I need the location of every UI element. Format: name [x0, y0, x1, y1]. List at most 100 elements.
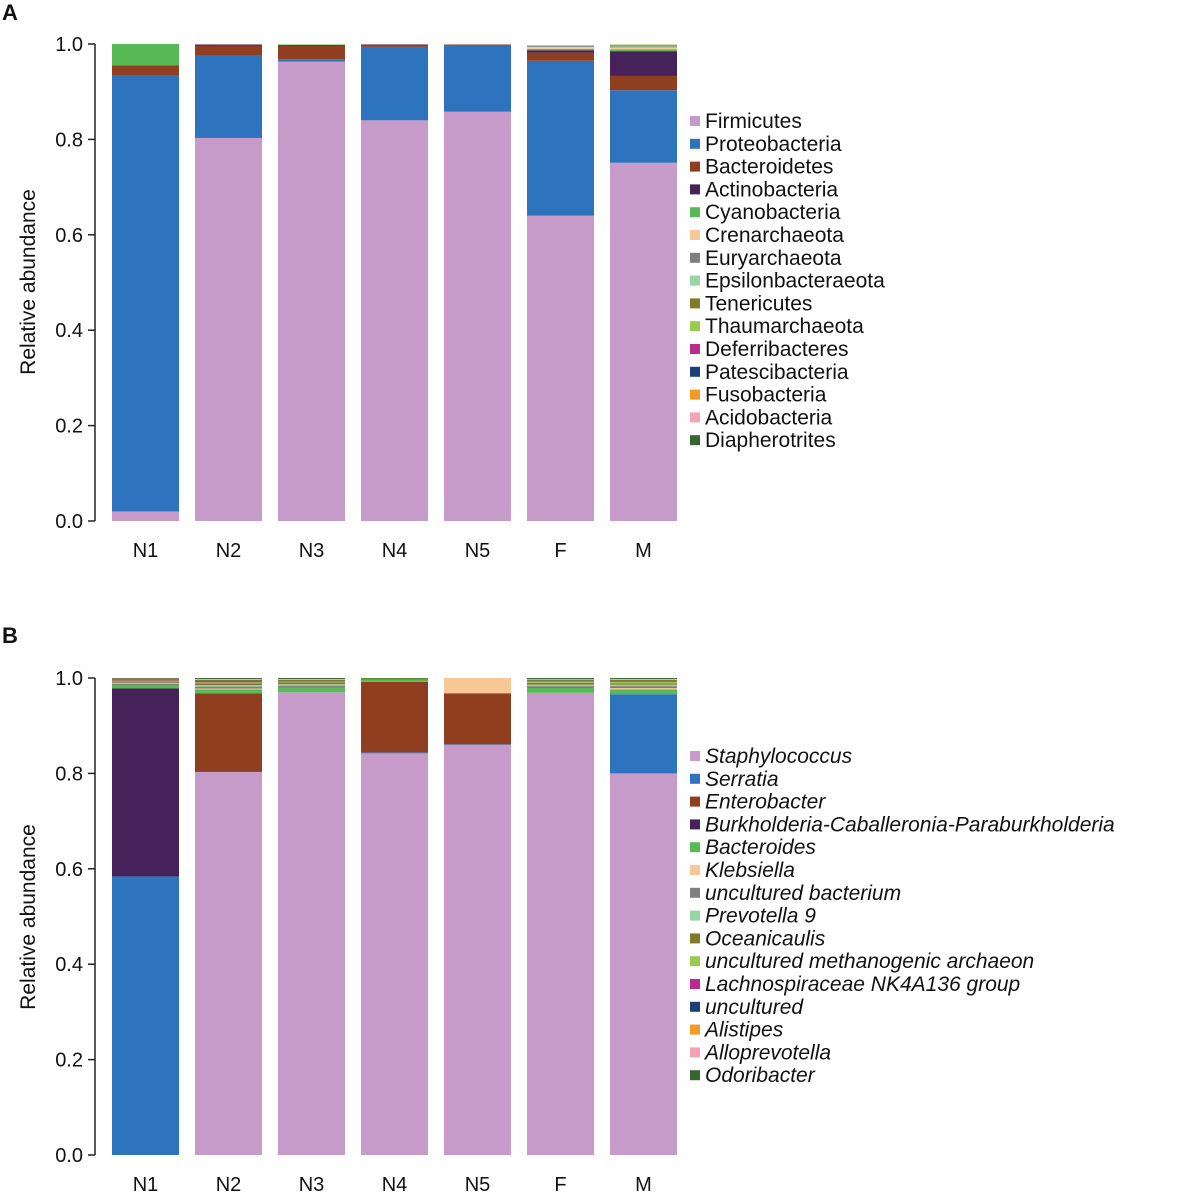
panel-b-segment-n1-alistipes [112, 678, 179, 680]
panel-a-x-tick-label: N1 [133, 540, 159, 562]
panel-a-segment-n3-cyanobacteria [278, 44, 345, 46]
panel-a-legend-swatch-diapherotrites [690, 435, 700, 446]
panel-b-segment-n2-uncultured-methanogenic-archaeon [195, 682, 262, 684]
panel-b-segment-n3-odoribacter [278, 678, 345, 679]
panel-b-segment-n1-alloprevotella [112, 678, 179, 680]
panel-a-segment-f-crenarchaeota [527, 46, 594, 49]
panel-b-segment-n2-alistipes [195, 679, 262, 681]
panel-a-legend-label: Bacteroidetes [705, 156, 833, 179]
panel-b-legend-swatch-alistipes [690, 1024, 700, 1035]
panel-b-segment-f-uncultured-methanogenic-archaeon [527, 681, 594, 683]
panel-a-legend-label: Diapherotrites [705, 429, 836, 452]
panel-b-y-tick-label: 0.2 [55, 1050, 83, 1072]
panel-a-segment-f-actinobacteria [527, 50, 594, 53]
panel-b-legend-label: Oceanicaulis [705, 927, 826, 950]
panel-a-legend-swatch-thaumarchaeota [690, 321, 700, 332]
panel-b-x-tick-label: N3 [299, 1174, 325, 1193]
panel-b-legend-swatch-odoribacter [690, 1070, 700, 1081]
panel-b-segment-m-uncultured-methanogenic-archaeon [610, 681, 677, 684]
panel-b-y-tick-label: 1.0 [55, 668, 83, 690]
panel-b-y-tick-label: 0.4 [55, 954, 83, 976]
panel-a-segment-m-thaumarchaeota [610, 44, 677, 46]
panel-a-bar-m [610, 44, 677, 521]
panel-b-segment-m-uncultured-bacterium [610, 686, 677, 689]
panel-b-segment-n4-odoribacter [361, 678, 428, 679]
panel-a-letter: A [2, 0, 18, 25]
panel-a-legend-label: Euryarchaeota [705, 247, 842, 270]
panel-b-legend-label: Bacteroides [705, 836, 816, 859]
panel-b-legend-label: Alistipes [703, 1019, 784, 1042]
panel-b-x-tick-label: M [635, 1174, 652, 1193]
panel-a-segment-m-epsilonbacteraeota [610, 45, 677, 47]
panel-a-legend-label: Fusobacteria [705, 384, 827, 407]
panel-b-segment-m-alloprevotella [610, 678, 677, 680]
panel-a-legend-swatch-bacteroidetes [690, 161, 700, 172]
panel-a-y-tick-label: 1.0 [55, 34, 83, 56]
panel-a-legend-label: Firmicutes [705, 110, 802, 133]
panel-b-legend-label: Serratia [705, 768, 779, 791]
panel-b-segment-m-staphylococcus [610, 773, 677, 1155]
panel-b-segment-n1-uncultured-bacterium [112, 683, 179, 686]
panel-a-legend-swatch-proteobacteria [690, 138, 700, 149]
panel-a-x-tick-label: N4 [382, 540, 408, 562]
panel-a-bar-f [527, 44, 594, 521]
panel-b-bar-m [610, 678, 677, 1155]
panel-b-legend: StaphylococcusSerratiaEnterobacterBurkho… [690, 745, 1115, 1087]
panel-a-legend-label: Cyanobacteria [705, 201, 841, 224]
panel-b-segment-n3-alistipes [278, 679, 345, 681]
panel-b-segment-f-oceanicaulis [527, 682, 594, 685]
panel-b-legend-swatch-enterobacter [690, 796, 700, 807]
panel-b-legend-swatch-oceanicaulis [690, 933, 700, 944]
panel-b-legend-swatch-uncultured-bacterium [690, 887, 700, 898]
panel-a-y-tick-label: 0.0 [55, 511, 83, 533]
panel-a-legend-label: Thaumarchaeota [705, 315, 864, 338]
panel-b-x-tick-label: N2 [216, 1174, 242, 1193]
panel-b-segment-n1-odoribacter [112, 678, 179, 679]
panel-b-segment-n2-bacteroides [195, 689, 262, 694]
panel-a-segment-m-proteobacteria [610, 90, 677, 163]
panel-b-segment-n2-alloprevotella [195, 678, 262, 680]
panel-a-legend-label: Deferribacteres [705, 338, 849, 361]
panel-b-segment-n2-uncultured-bacterium [195, 686, 262, 689]
panel-a-legend-swatch-cyanobacteria [690, 207, 700, 218]
panel-b-legend-label: uncultured [705, 996, 804, 1019]
panel-a-legend-swatch-fusobacteria [690, 389, 700, 400]
panel-b-segment-f-uncultured [527, 680, 594, 681]
panel-b-legend-swatch-klebsiella [690, 865, 700, 875]
panel-a-segment-n3-actinobacteria [278, 44, 345, 46]
panel-b-bar-f [527, 678, 594, 1155]
panel-b-segment-f-alistipes [527, 679, 594, 681]
panel-b-segment-n1-uncultured-methanogenic-archaeon [112, 680, 179, 682]
panel-b-bar-n3 [278, 678, 345, 1155]
panel-b-segment-f-lachnospiraceae-nk4a136-group [527, 680, 594, 682]
panel-b-legend-label: Enterobacter [705, 791, 826, 814]
panel-b-segment-n1-lachnospiraceae-nk4a136-group [112, 679, 179, 681]
panel-a-y-tick-label: 0.8 [55, 129, 83, 151]
panel-a-legend-swatch-deferribacteres [690, 344, 700, 354]
panel-b-segment-n4-oceanicaulis [361, 678, 428, 680]
panel-a-legend-label: Crenarchaeota [705, 224, 844, 247]
panel-a-bar-n1 [112, 44, 179, 521]
panel-b-segment-f-staphylococcus [527, 692, 594, 1155]
panel-a-segment-n1-firmicutes [112, 511, 179, 521]
panel-b-x-tick-label: F [554, 1174, 566, 1193]
panel-b-segment-n4-staphylococcus [361, 753, 428, 1155]
panel-b-segment-n4-serratia [361, 752, 428, 754]
panel-b-y-tick-label: 0.6 [55, 859, 83, 881]
panel-b-segment-f-alloprevotella [527, 678, 594, 680]
panel-b-genus-chart: B 0.0 0.2 0.4 0.6 0.8 1.0 Relative abundance N1… [2, 623, 1115, 1193]
panel-a-segment-f-firmicutes [527, 215, 594, 521]
panel-a-segment-m-euryarchaeota [610, 46, 677, 48]
panel-a-legend-label: Actinobacteria [705, 178, 838, 201]
panel-b-legend-label: Burkholderia-Caballeronia-Paraburkholder… [705, 813, 1115, 836]
panel-a-segment-m-crenarchaeota [610, 47, 677, 50]
panel-a-segment-n4-bacteroidetes [361, 44, 428, 47]
panel-b-legend-label: uncultured methanogenic archaeon [705, 950, 1034, 973]
panel-b-legend-label: Klebsiella [705, 859, 795, 882]
panel-b-segment-f-prevotella-9 [527, 684, 594, 687]
panel-b-segment-n4-uncultured-methanogenic-archaeon [361, 678, 428, 680]
panel-b-segment-m-oceanicaulis [610, 683, 677, 685]
panel-a-segment-n2-proteobacteria [195, 55, 262, 138]
panel-a-legend: FirmicutesProteobacteriaBacteroidetesAct… [690, 110, 885, 452]
panel-a-phylum-chart: A 0.0 0.2 0.4 0.6 0.8 1.0 Relative abundance N1… [2, 0, 885, 562]
